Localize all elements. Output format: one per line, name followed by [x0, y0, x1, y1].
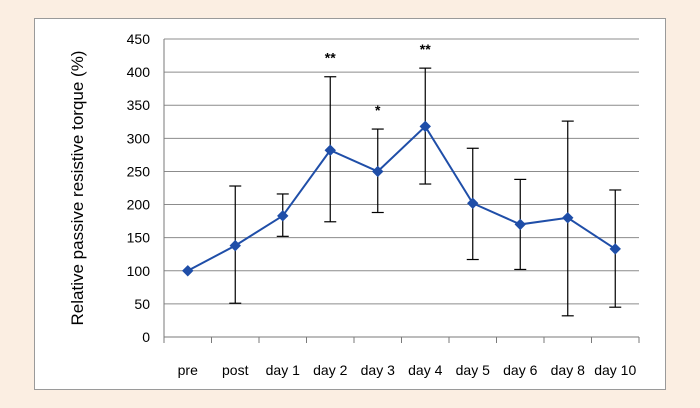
- y-tick-label: 300: [127, 130, 151, 146]
- data-point: [467, 197, 479, 209]
- x-axis-ticks: pre post day 1 day 2 day 3 day 4 day 5 day 6 day…: [163, 337, 640, 378]
- data-point: [277, 210, 289, 222]
- y-tick-label: 250: [127, 163, 151, 179]
- data-point: [324, 144, 336, 156]
- y-tick-label: 150: [127, 230, 151, 246]
- significance-marks: *****: [325, 41, 431, 118]
- x-tick-label: day 1: [266, 362, 300, 378]
- x-tick-label: day 4: [408, 362, 442, 378]
- chart-panel: 0 50 100 150 200 250 300 350 400 450 pre post day 1…: [34, 18, 666, 390]
- data-point: [562, 212, 574, 224]
- y-axis-label: Relative passive resistive torque (%): [68, 51, 87, 326]
- data-point: [182, 265, 194, 277]
- data-point: [229, 239, 241, 252]
- data-point: [514, 218, 526, 231]
- y-tick-label: 100: [127, 263, 151, 279]
- x-tick-label: day 8: [551, 362, 585, 378]
- significance-mark: **: [325, 50, 336, 66]
- y-axis-ticks: 0 50 100 150 200 250 300 350 400 450: [127, 31, 151, 345]
- line-chart: 0 50 100 150 200 250 300 350 400 450 pre post day 1…: [68, 31, 640, 378]
- y-tick-label: 350: [127, 97, 151, 113]
- gridlines: [163, 38, 639, 338]
- y-tick-label: 50: [134, 296, 150, 312]
- series-line: [187, 124, 616, 272]
- y-tick-label: 0: [142, 329, 150, 345]
- x-tick-label: post: [222, 362, 249, 378]
- data-series: [182, 120, 621, 277]
- significance-mark: *: [375, 102, 381, 118]
- x-tick-label: day 3: [361, 362, 395, 378]
- significance-mark: **: [420, 41, 431, 57]
- y-tick-label: 450: [127, 31, 151, 47]
- y-tick-label: 400: [127, 64, 151, 80]
- x-tick-label: pre: [178, 362, 198, 378]
- x-tick-label: day 2: [313, 362, 347, 378]
- y-tick-label: 200: [127, 197, 151, 213]
- data-point: [419, 120, 431, 133]
- data-point: [609, 243, 621, 255]
- data-point: [372, 165, 384, 178]
- x-tick-label: day 6: [503, 362, 537, 378]
- x-tick-label: day 5: [456, 362, 490, 378]
- x-tick-label: day 10: [594, 362, 636, 378]
